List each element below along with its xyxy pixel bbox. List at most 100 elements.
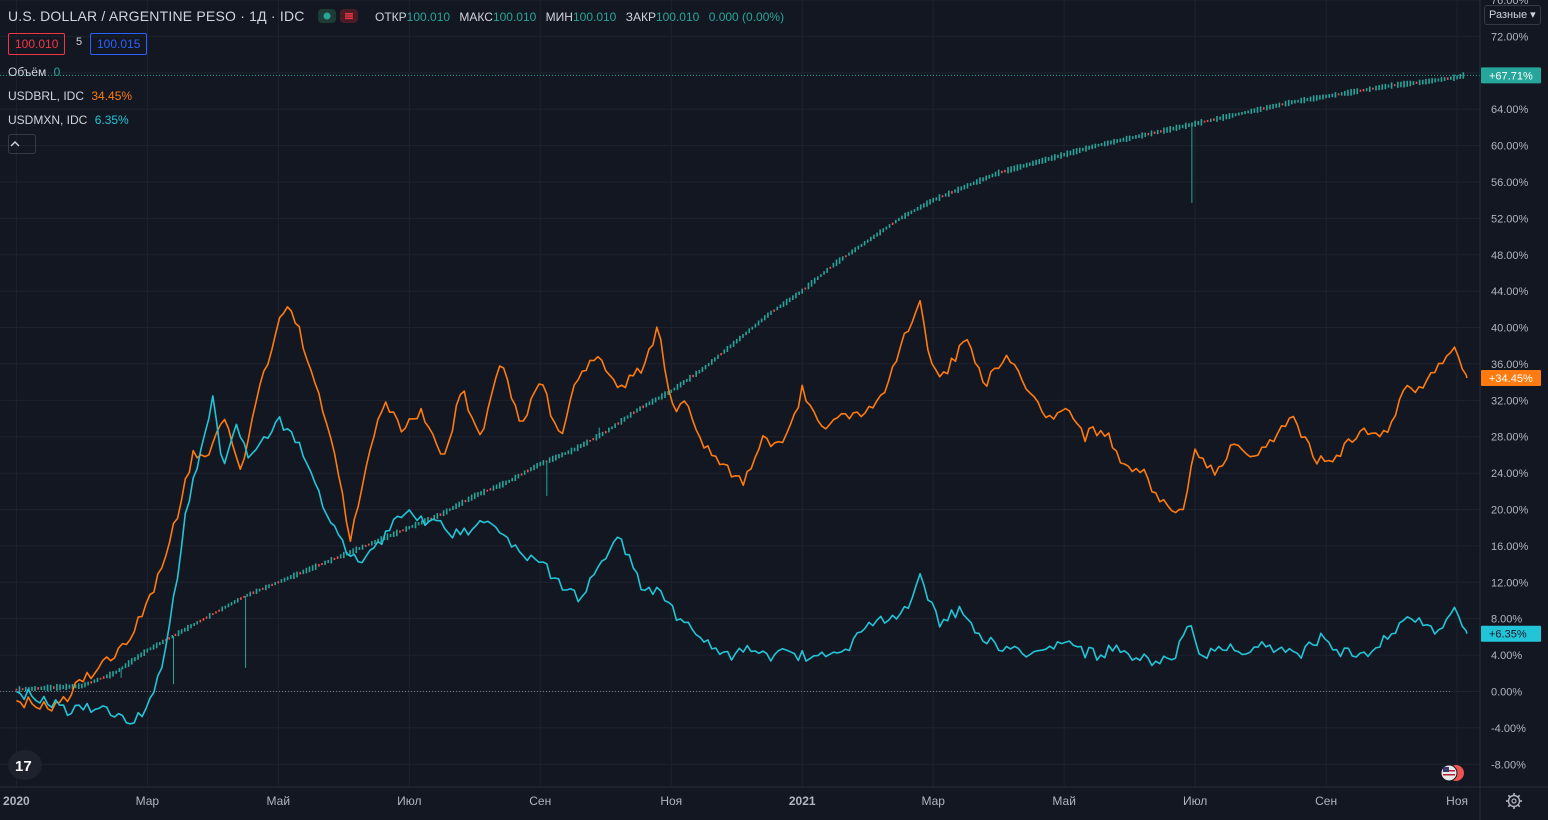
- buy-price-button[interactable]: 100.015: [90, 33, 148, 55]
- ars-candle: [1007, 167, 1009, 174]
- ars-candle: [1209, 118, 1212, 122]
- ars-candle: [1050, 155, 1053, 161]
- ars-candle: [1269, 104, 1271, 110]
- ars-candle: [919, 204, 922, 210]
- ars-candle: [1200, 119, 1203, 126]
- ars-candle: [296, 571, 298, 578]
- ars-candle: [508, 479, 510, 483]
- ars-candle: [542, 460, 545, 466]
- tradingview-logo[interactable]: 17: [8, 750, 42, 780]
- ars-candle: [1063, 152, 1065, 157]
- price-scale: 76.00%72.00%68.00%64.00%60.00%56.00%52.0…: [1479, 0, 1529, 820]
- last-value-tag-text: +67.71%: [1489, 70, 1533, 82]
- ars-candle: [1082, 147, 1084, 152]
- mxn-value: 6.35%: [94, 113, 129, 127]
- ars-candle: [654, 397, 657, 403]
- time-scale: 2020 Мар Май Июл Сен Ноя 2021 Мар Май Июл Сен Ноя: [0, 786, 1548, 808]
- ars-candle: [118, 668, 121, 672]
- ars-candle: [483, 488, 485, 496]
- ars-candle: [551, 455, 554, 462]
- ars-candle: [1172, 126, 1175, 131]
- ars-candle: [539, 461, 542, 467]
- y-tick-label: 52.00%: [1491, 213, 1529, 225]
- ars-candle: [972, 181, 975, 186]
- ars-candle: [1347, 89, 1349, 96]
- x-tick-label: Июл: [1183, 794, 1207, 808]
- ars-candle: [1072, 148, 1075, 156]
- brl-legend[interactable]: USDBRL, IDC 34.45%: [8, 89, 132, 103]
- ars-candle: [1219, 116, 1221, 120]
- ars-candle: [386, 533, 389, 541]
- ars-candle: [143, 649, 146, 656]
- ars-candle: [1147, 132, 1150, 136]
- ars-candle: [1403, 80, 1405, 88]
- ars-candle: [417, 522, 420, 526]
- ars-candle: [364, 544, 367, 547]
- ars-candle: [533, 464, 535, 471]
- gear-icon[interactable]: [1505, 792, 1523, 810]
- ars-candle: [430, 517, 432, 520]
- ars-candle: [891, 222, 894, 225]
- ohlc-values: ОТКР100.010 МАКС100.010 МИН100.010 ЗАКР1…: [375, 10, 790, 24]
- ars-candle: [1153, 131, 1156, 134]
- currency-flags-icon[interactable]: [1440, 764, 1466, 782]
- ars-candle: [1406, 80, 1408, 87]
- ars-candle: [589, 439, 591, 442]
- ars-candle: [1309, 96, 1312, 102]
- ars-candle: [620, 417, 623, 425]
- ohlc-close-label: ЗАКР: [625, 10, 656, 24]
- mxn-legend[interactable]: USDMXN, IDC 6.35%: [8, 113, 129, 127]
- ars-candle: [1225, 114, 1228, 120]
- ars-candle: [913, 209, 916, 213]
- scale-mode-dropdown[interactable]: Разные ▾: [1484, 5, 1541, 25]
- ohlc-open-value: 100.010: [406, 10, 451, 24]
- ars-candle: [1275, 103, 1278, 108]
- ars-candle: [1119, 138, 1122, 143]
- collapse-legend-button[interactable]: [8, 134, 36, 154]
- ars-candle: [957, 186, 959, 193]
- volume-legend[interactable]: Объём 0: [8, 65, 60, 79]
- ars-candle: [564, 452, 567, 455]
- ars-candle: [293, 572, 295, 580]
- ars-candle: [969, 183, 972, 187]
- ars-candle: [882, 228, 885, 233]
- ars-candle: [617, 422, 620, 425]
- y-tick-label: 24.00%: [1491, 468, 1529, 480]
- ars-candle: [604, 430, 607, 434]
- ars-candle: [879, 229, 881, 236]
- ars-candle: [982, 177, 984, 182]
- ars-candle: [218, 609, 220, 612]
- ars-candle: [243, 595, 245, 598]
- sell-price-button[interactable]: 100.010: [8, 33, 66, 55]
- ars-candle: [355, 546, 358, 554]
- ars-candle: [714, 357, 716, 362]
- ars-candle: [1097, 143, 1100, 147]
- y-tick-label: 64.00%: [1491, 104, 1529, 116]
- y-tick-label: -4.00%: [1491, 723, 1526, 735]
- ars-candle: [177, 630, 180, 637]
- ars-candle: [502, 480, 504, 488]
- ars-candle: [436, 513, 439, 519]
- ars-candle: [1156, 129, 1159, 135]
- ars-candle: [427, 517, 429, 523]
- ars-candle: [695, 370, 697, 377]
- market-status[interactable]: [318, 7, 358, 25]
- ars-candle: [96, 677, 99, 683]
- ars-candle: [333, 557, 336, 561]
- ars-candle: [124, 663, 127, 669]
- ars-candle: [1284, 100, 1287, 107]
- ars-candle: [106, 674, 108, 679]
- ars-candle: [1029, 162, 1031, 166]
- ars-candle: [1450, 76, 1452, 80]
- ars-candle: [651, 398, 654, 405]
- ars-candle: [233, 600, 236, 604]
- ars-candle: [944, 193, 947, 197]
- ars-candle: [1175, 124, 1178, 132]
- ars-candle: [779, 304, 782, 309]
- ars-candle: [1453, 74, 1455, 82]
- ars-candle: [505, 480, 507, 486]
- ars-candle: [854, 247, 857, 253]
- symbol-title[interactable]: U.S. DOLLAR / ARGENTINE PESO · 1Д · IDC: [8, 8, 305, 24]
